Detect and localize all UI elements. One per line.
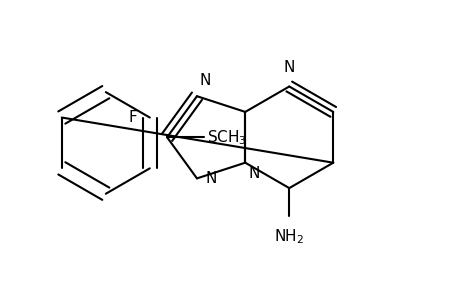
Text: N: N: [205, 171, 216, 186]
Text: N: N: [283, 60, 294, 75]
Text: SCH$_3$: SCH$_3$: [206, 128, 246, 147]
Text: NH$_2$: NH$_2$: [274, 228, 304, 246]
Text: N: N: [199, 73, 211, 88]
Text: N: N: [247, 166, 259, 181]
Text: F: F: [128, 110, 137, 125]
